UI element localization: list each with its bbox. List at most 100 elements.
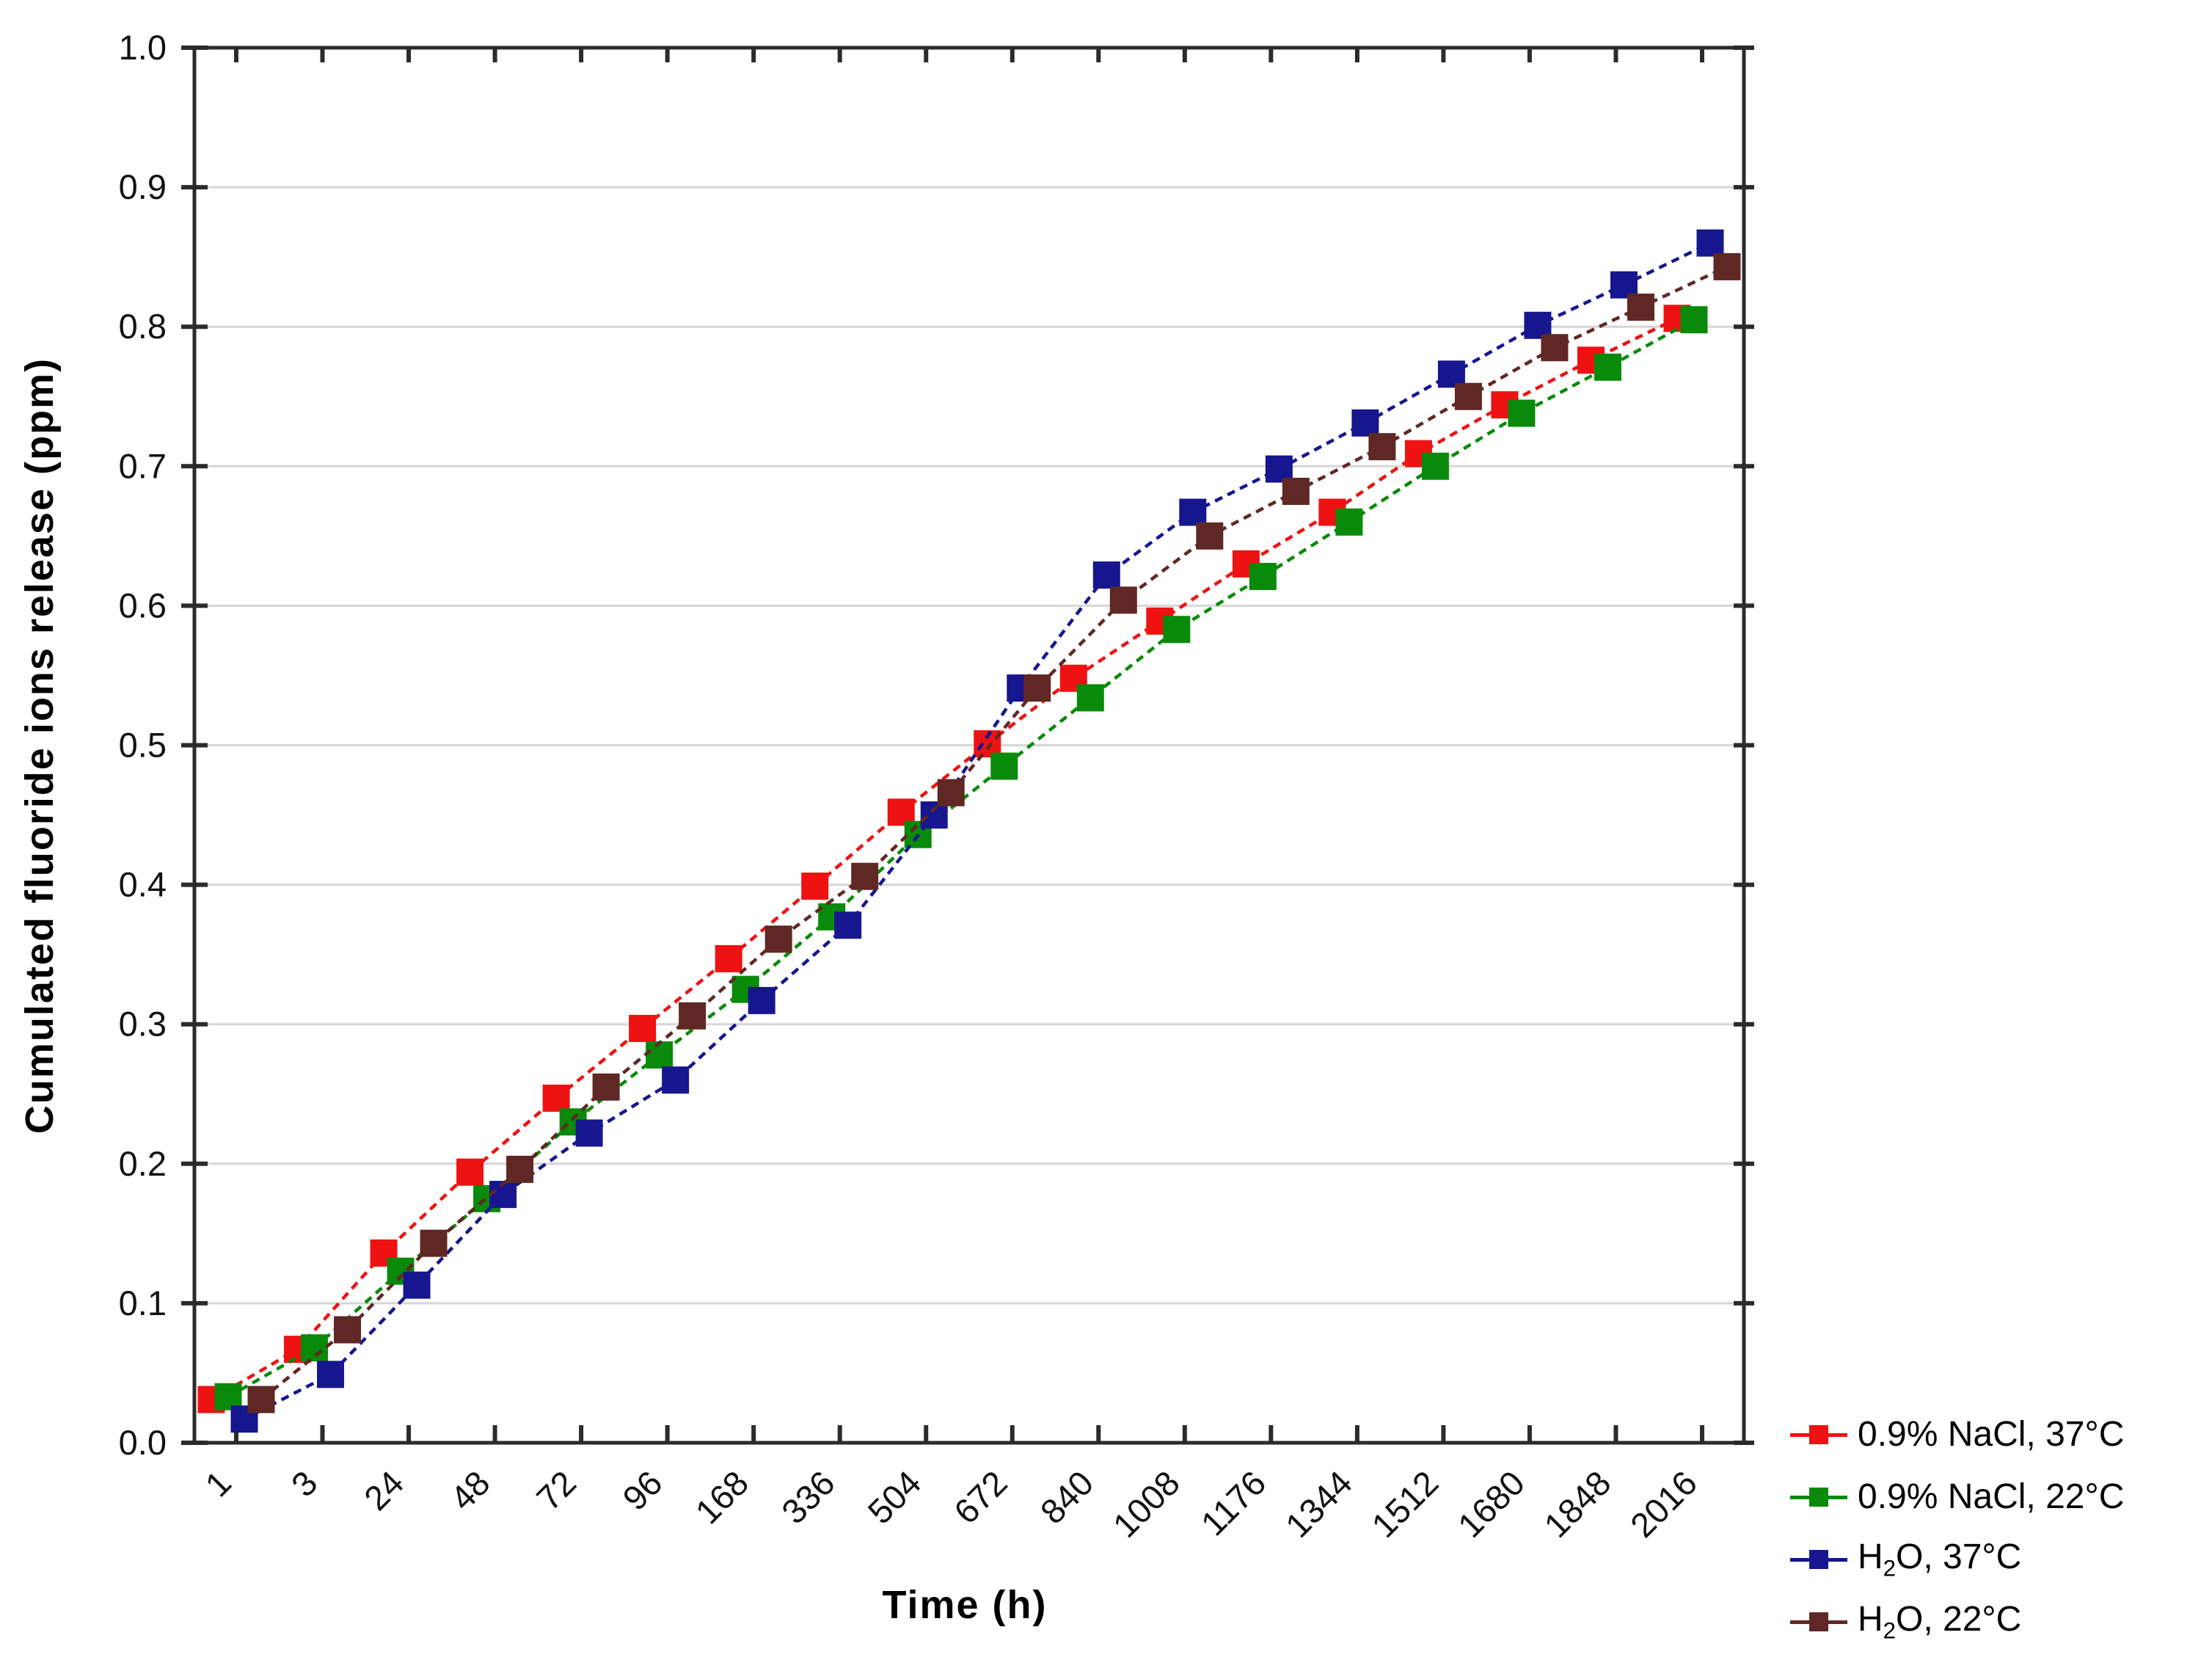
series-marker (1680, 306, 1708, 334)
series-marker (403, 1271, 431, 1299)
y-axis-title: Cumulated fluoride ions release (ppm) (18, 357, 62, 1134)
series-marker (662, 1066, 690, 1094)
series-marker (1092, 561, 1120, 589)
series-marker (1335, 508, 1363, 536)
legend-label: H2O, 22°C (1858, 1599, 2022, 1644)
x-tick-label: 504 (860, 1463, 928, 1532)
legend-marker-icon (1790, 1486, 1847, 1508)
series-marker (646, 1041, 674, 1069)
x-tick-label: 1680 (1450, 1463, 1532, 1545)
series-marker (629, 1014, 657, 1042)
x-tick-label: 1 (197, 1463, 238, 1504)
x-tick-label: 24 (357, 1463, 411, 1518)
axis-layer (181, 45, 1754, 1445)
series-marker (715, 944, 742, 972)
legend-marker-icon (1790, 1611, 1847, 1633)
series-marker (334, 1316, 362, 1344)
series-marker (506, 1155, 534, 1183)
series-marker (1627, 294, 1654, 321)
series-marker (990, 752, 1018, 780)
x-tick-label: 1848 (1536, 1463, 1618, 1545)
x-tick-label: 2016 (1623, 1463, 1704, 1545)
series-marker (748, 986, 775, 1014)
x-tick-label: 840 (1032, 1463, 1100, 1532)
x-tick-label: 48 (442, 1463, 497, 1518)
y-tick-label: 0.7 (119, 446, 167, 485)
x-tick-label: 3 (284, 1463, 325, 1504)
series-marker (420, 1229, 448, 1257)
y-tick-label: 0.6 (119, 586, 167, 625)
y-tick-label: 0.4 (119, 865, 167, 904)
series-marker (1023, 674, 1051, 702)
series-marker (1454, 382, 1482, 410)
series-marker (1076, 684, 1104, 712)
series-marker (1508, 399, 1536, 427)
y-tick-label: 0.5 (119, 726, 167, 765)
y-tick-label: 0.1 (119, 1284, 167, 1322)
x-tick-label: 72 (529, 1463, 583, 1518)
series-marker (575, 1119, 603, 1147)
series-marker (764, 925, 792, 953)
series-marker (1163, 616, 1191, 644)
legend-square (1809, 1487, 1828, 1507)
series-line (227, 318, 1695, 1399)
legend: 0.9% NaCl, 37°C 0.9% NaCl, 22°C H2O, 37°C H… (1790, 1403, 2124, 1653)
series-marker (679, 1002, 707, 1030)
grid-layer (194, 186, 1744, 1305)
y-tick-label: 1.0 (119, 28, 167, 67)
series-marker (1351, 409, 1379, 437)
series-marker (834, 911, 862, 939)
series-marker (592, 1073, 620, 1101)
series-marker (1368, 433, 1396, 461)
y-tick-label: 0.0 (119, 1423, 167, 1462)
series-marker (542, 1084, 570, 1112)
series-line (243, 241, 1711, 1421)
legend-square (1809, 1612, 1828, 1631)
series-marker (1179, 498, 1207, 526)
legend-label: 0.9% NaCl, 37°C (1858, 1415, 2125, 1454)
x-tick-label: 1344 (1278, 1463, 1359, 1545)
series-marker (1713, 252, 1741, 280)
y-tick-label: 0.2 (119, 1144, 167, 1183)
series-marker (1196, 522, 1224, 550)
legend-label: 0.9% NaCl, 22°C (1858, 1477, 2125, 1516)
x-tick-label: 1008 (1105, 1463, 1186, 1545)
series-marker (937, 779, 965, 807)
legend-item: 0.9% NaCl, 37°C (1790, 1403, 2124, 1466)
series-marker (1594, 353, 1621, 381)
legend-marker-icon (1790, 1548, 1847, 1570)
legend-square (1809, 1549, 1828, 1569)
legend-item: H2O, 22°C (1790, 1590, 2124, 1653)
series-marker (317, 1361, 345, 1388)
x-tick-label: 96 (615, 1463, 669, 1518)
legend-label: H2O, 37°C (1858, 1537, 2022, 1581)
x-tick-label: 336 (774, 1463, 842, 1532)
series-marker (1541, 334, 1569, 362)
series-marker (1249, 562, 1277, 590)
legend-item: 0.9% NaCl, 22°C (1790, 1466, 2124, 1528)
series-marker (1696, 229, 1724, 257)
series-marker (1421, 452, 1449, 480)
series-marker (1282, 478, 1310, 506)
x-tick-label: 168 (687, 1463, 756, 1532)
x-tick-label: 672 (946, 1463, 1015, 1532)
series-marker (801, 873, 829, 900)
series-line (210, 316, 1678, 1402)
x-tick-label: 1176 (1193, 1463, 1273, 1543)
y-tick-label: 0.8 (119, 307, 167, 346)
legend-marker-icon (1790, 1424, 1847, 1446)
legend-square (1809, 1424, 1828, 1444)
y-tick-label: 0.3 (119, 1005, 167, 1044)
series-marker (851, 862, 879, 890)
series-marker (456, 1158, 484, 1186)
series-layer (197, 229, 1741, 1433)
series-marker (301, 1334, 329, 1362)
series-marker (1109, 586, 1137, 614)
x-tick-label: 1512 (1364, 1463, 1445, 1545)
x-axis-title: Time (h) (882, 1583, 1047, 1627)
y-tick-label: 0.9 (119, 167, 167, 206)
series-line (260, 265, 1728, 1401)
series-marker (247, 1386, 275, 1413)
